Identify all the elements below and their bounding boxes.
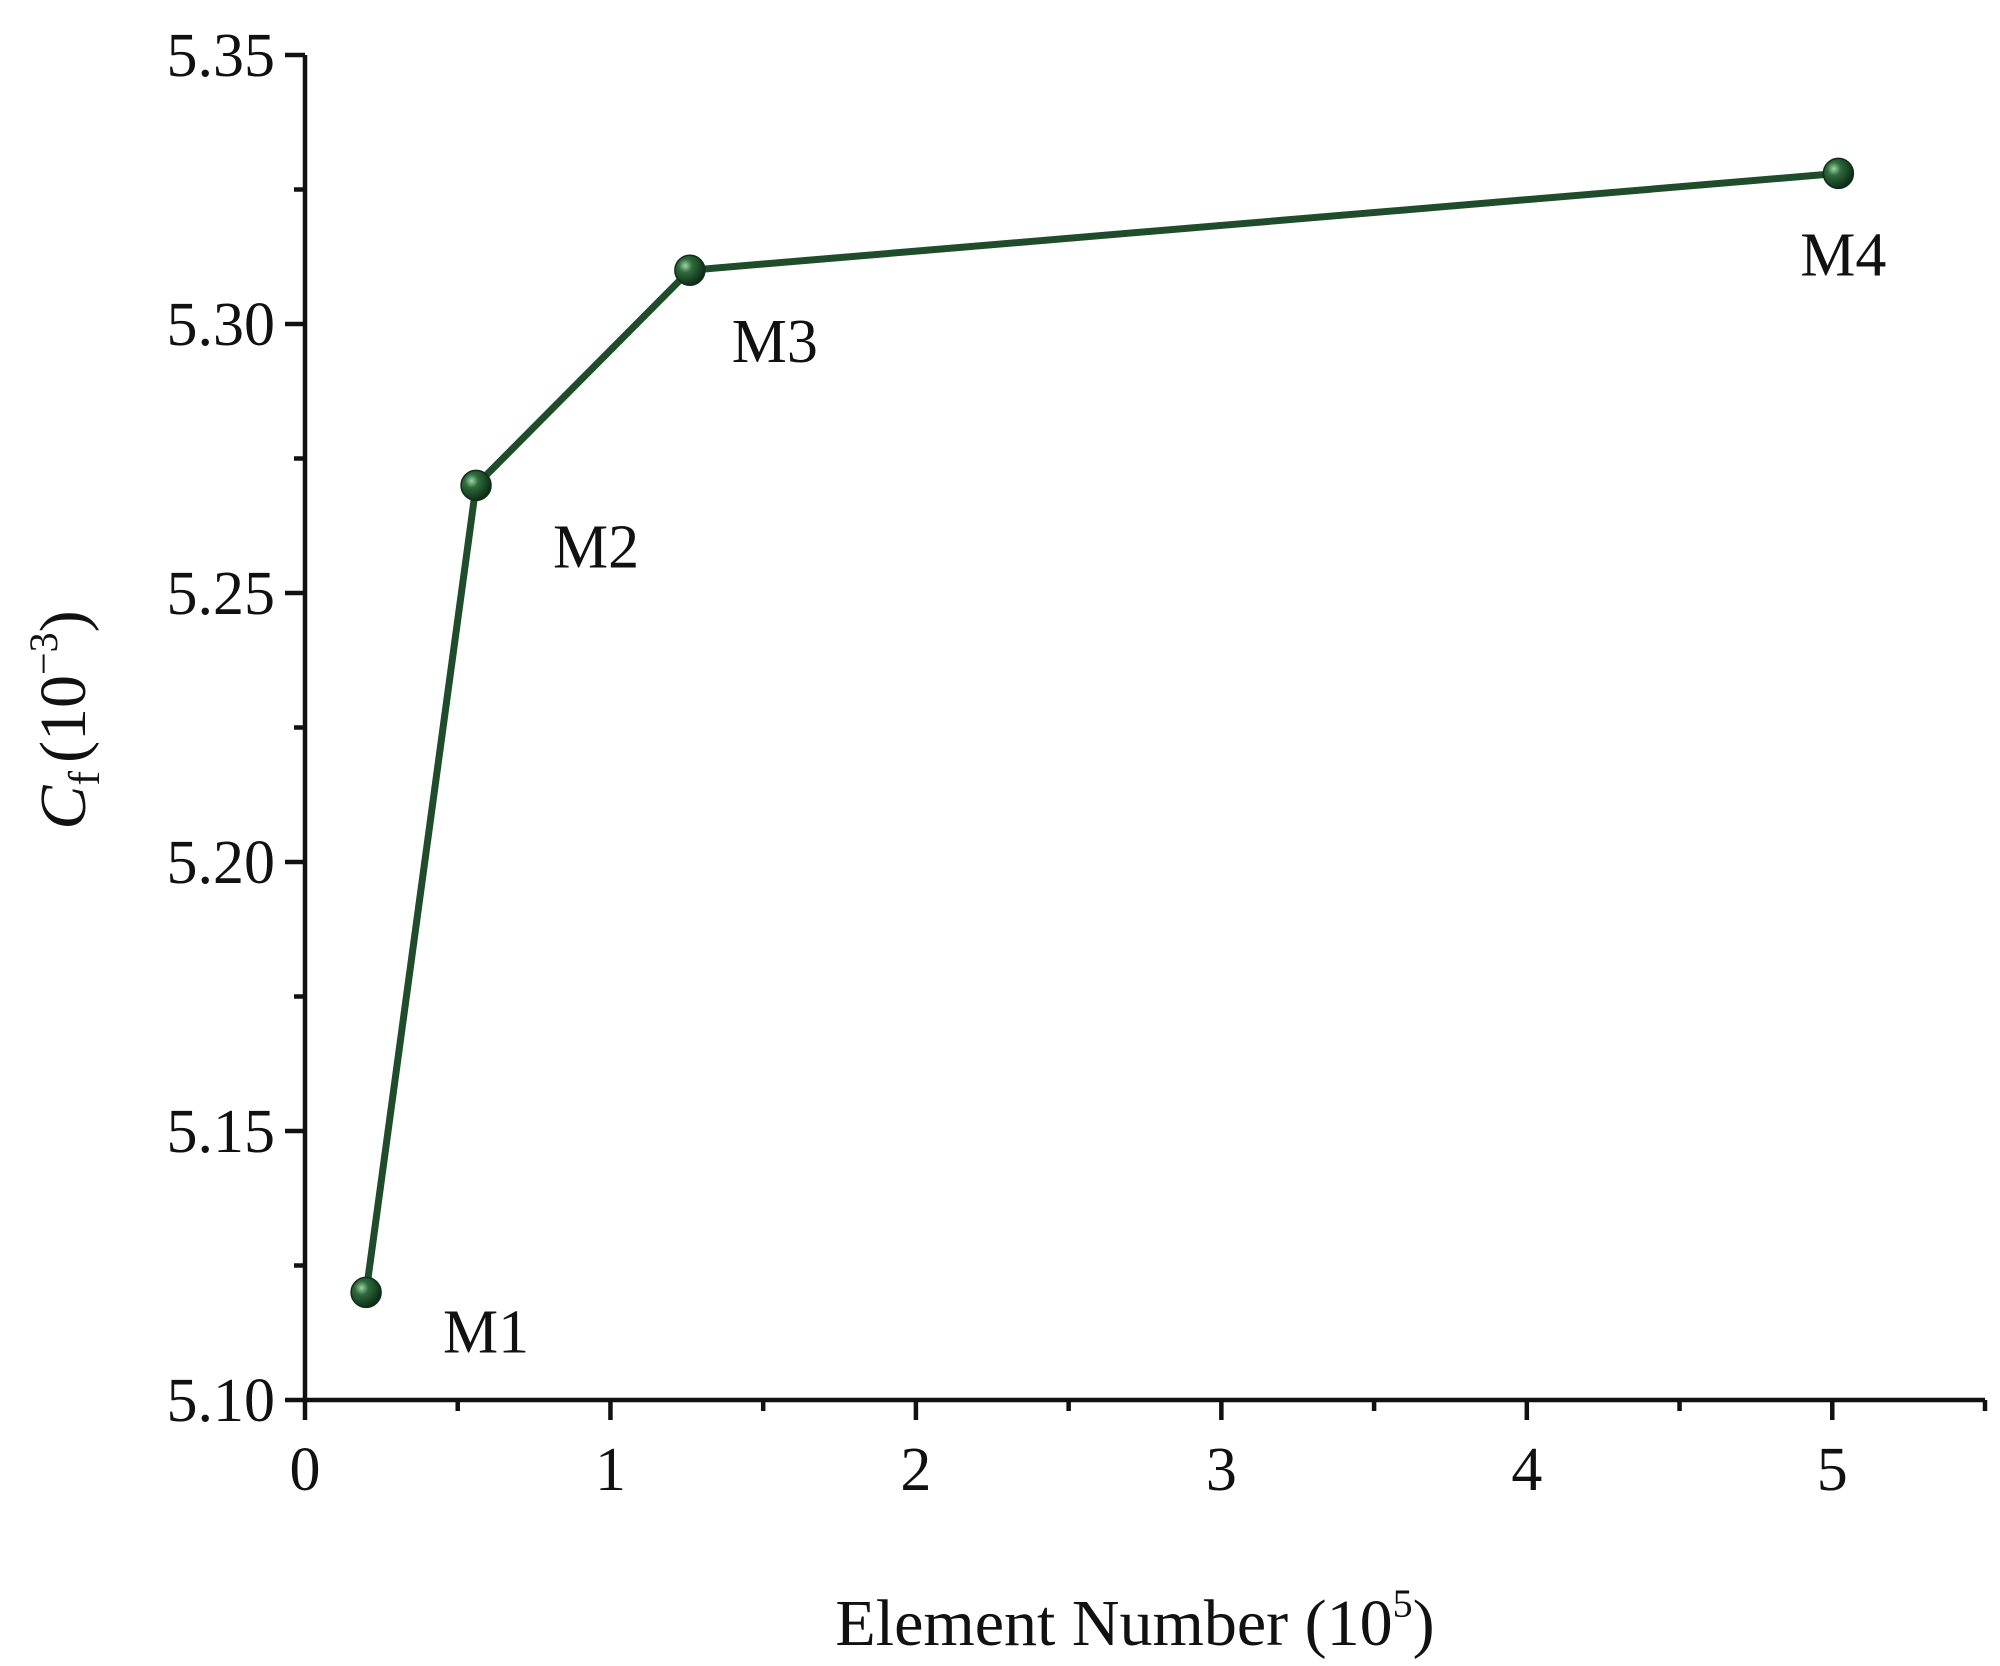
y-tick-label: 5.10 — [167, 1367, 276, 1435]
data-point — [460, 469, 492, 502]
axes: 5.10 5.15 5.20 5.25 5.30 5.35 0 1 2 3 4 5 — [167, 22, 1988, 1504]
y-tick-label: 5.35 — [167, 22, 276, 90]
point-label: M1 — [443, 1298, 529, 1366]
x-tick-label: 0 — [290, 1436, 321, 1504]
x-tick-label: 3 — [1206, 1436, 1237, 1504]
x-axis-title: Element Number (105) — [835, 1581, 1434, 1660]
point-label: M4 — [1800, 221, 1886, 289]
data-point — [350, 1276, 382, 1309]
series-line — [362, 169, 1839, 1293]
y-axis-title: Cf(10−3) — [21, 610, 109, 829]
y-tick-label: 5.20 — [167, 829, 276, 897]
y-tick-label: 5.25 — [167, 560, 276, 628]
x-tick-label: 1 — [595, 1436, 626, 1504]
series-layer — [350, 157, 1855, 1309]
x-tick-label: 5 — [1817, 1436, 1848, 1504]
data-point — [1822, 157, 1855, 190]
x-tick-label: 4 — [1511, 1436, 1542, 1504]
data-point — [674, 254, 706, 286]
y-tick-label: 5.30 — [167, 291, 276, 359]
point-label: M2 — [553, 513, 639, 581]
point-label: M3 — [732, 308, 818, 376]
y-tick-label: 5.15 — [167, 1098, 276, 1166]
labels-layer: M1 M2 M3 M4 — [443, 221, 1886, 1366]
x-tick-label: 2 — [900, 1436, 931, 1504]
